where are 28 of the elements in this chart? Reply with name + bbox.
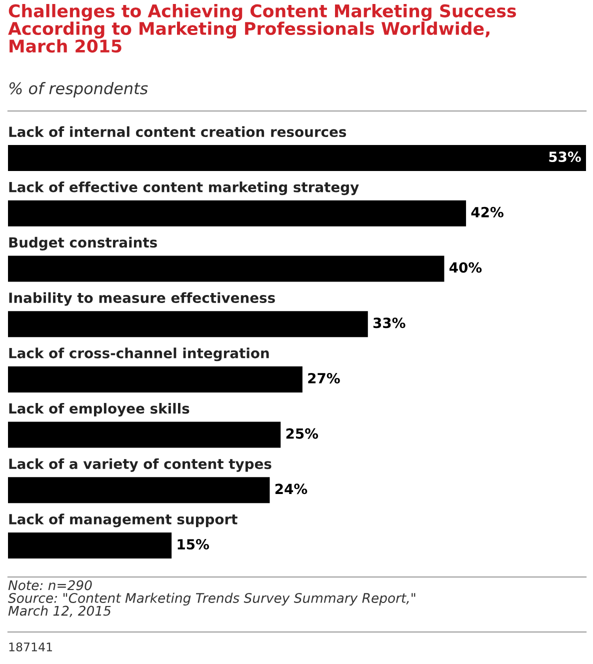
bar	[8, 477, 270, 504]
bar	[8, 366, 302, 392]
data-label: 42%	[471, 206, 504, 218]
y-tick-label: Lack of employee skills	[9, 402, 190, 417]
y-tick-label: Lack of management support	[9, 514, 238, 528]
data-label: 15%	[178, 539, 210, 550]
y-tick-label: Lack of a variety of content types	[9, 458, 272, 472]
chart-title: Challenges to Achieving Content Marketing Success According to Marketing Professionals Worldwide, March 2015	[8, 4, 516, 53]
bar	[8, 200, 466, 226]
data-label: 24%	[275, 484, 308, 494]
data-label: 40%	[449, 262, 482, 273]
bar	[8, 532, 172, 558]
y-tick-label: Budget constraints	[9, 236, 157, 250]
bar	[8, 311, 368, 338]
y-tick-label: Lack of internal content creation resources	[9, 126, 346, 138]
y-tick-label: Lack of cross-channel integration	[9, 348, 269, 362]
y-tick-label: Inability to measure effectiveness	[9, 292, 275, 306]
data-label: 27%	[308, 372, 340, 384]
y-tick-label: Lack of effective content marketing strategy	[9, 182, 359, 196]
data-label: 25%	[286, 428, 318, 439]
chart-subtitle: % of respondents	[9, 82, 148, 98]
data-label: 33%	[373, 318, 406, 328]
text: 187141	[9, 642, 52, 652]
data-label: 53%	[549, 152, 581, 162]
bar	[8, 256, 444, 282]
text: Note: n=290 Source: "Content Marketing Trends Survey Summary Report," March 12, 2015	[8, 580, 416, 618]
bar	[8, 422, 281, 448]
bar	[8, 145, 586, 172]
